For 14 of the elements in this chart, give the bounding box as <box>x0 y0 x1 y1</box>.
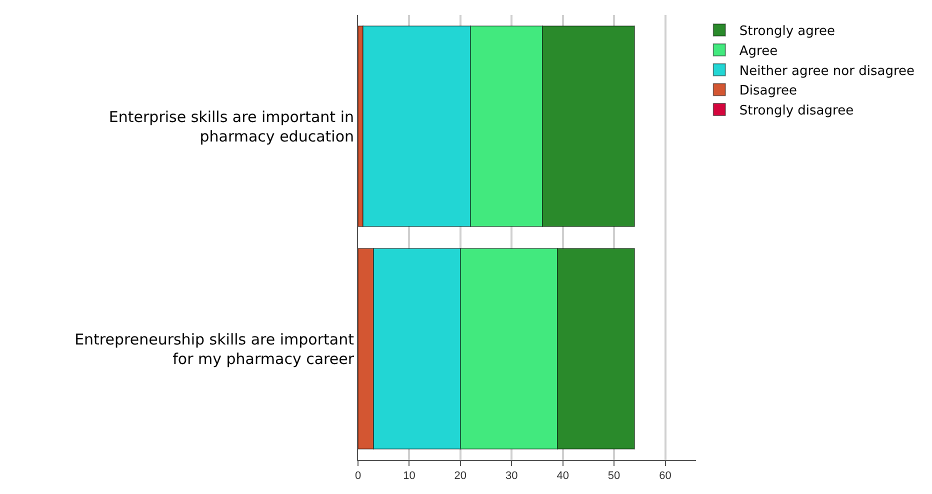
legend-label: Agree <box>739 44 778 59</box>
x-tick-label: 30 <box>506 470 518 482</box>
x-tick-label: 40 <box>556 470 569 482</box>
x-tick-label: 50 <box>608 470 620 482</box>
x-tick-label: 20 <box>454 470 467 482</box>
legend-label: Strongly agree <box>739 24 835 40</box>
legend-label: Strongly disagree <box>739 104 854 119</box>
y-tick-label: Enterprise skills are important in pharmacy education <box>108 108 354 146</box>
x-tick-label: 0 <box>354 470 362 482</box>
x-tick-label: 60 <box>659 470 672 482</box>
legend-label: Disagree <box>739 84 798 99</box>
x-tick-label: 10 <box>403 470 416 482</box>
y-tick-label: Entrepreneurship skills are important for my pharmacy career <box>74 330 355 368</box>
legend-label: Neither agree nor disagree <box>739 64 915 79</box>
